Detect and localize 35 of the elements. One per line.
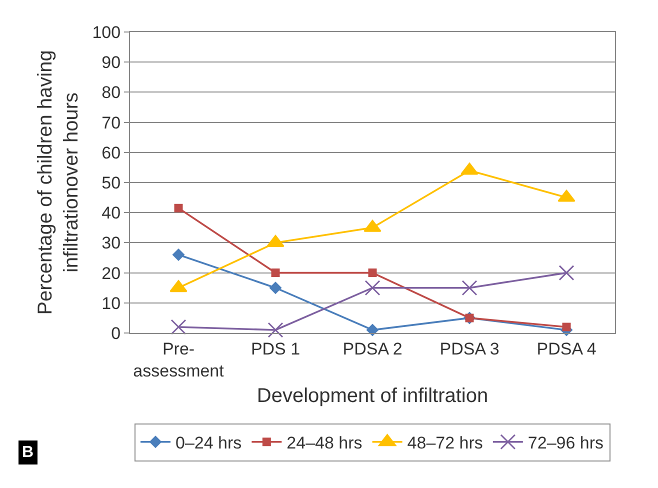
x-tick-label: PDS 1 bbox=[250, 339, 300, 358]
y-tick-label: 10 bbox=[102, 294, 121, 313]
legend-label: 48–72 hrs bbox=[407, 433, 483, 452]
x-tick-label: PDSA 3 bbox=[440, 339, 500, 358]
x-tick-label: PDSA 4 bbox=[536, 339, 596, 358]
point bbox=[270, 282, 282, 294]
x-tick-label: Pre-assessment bbox=[133, 339, 224, 380]
point bbox=[562, 322, 571, 332]
y-tick-label: 20 bbox=[102, 264, 121, 283]
y-tick-label: 40 bbox=[102, 204, 121, 223]
y-tick-label: 50 bbox=[102, 173, 121, 192]
legend-label: 24–48 hrs bbox=[286, 433, 362, 452]
y-tick-label: 70 bbox=[102, 113, 121, 132]
point bbox=[174, 204, 183, 212]
point bbox=[172, 248, 184, 261]
y-axis-title: Percentage of children having infiltrationover hours bbox=[34, 50, 83, 315]
point bbox=[368, 268, 377, 278]
point bbox=[271, 268, 280, 278]
text: B bbox=[22, 444, 34, 461]
point bbox=[462, 280, 478, 296]
point bbox=[364, 280, 380, 296]
y-tick-label: 0 bbox=[111, 324, 121, 343]
legend-label: 72–96 hrs bbox=[528, 433, 604, 452]
point bbox=[170, 319, 186, 335]
y-tick-label: 90 bbox=[102, 53, 121, 72]
y-tick-label: 60 bbox=[102, 143, 121, 162]
x-tick-label: PDSA 2 bbox=[342, 339, 402, 358]
y-tick-label: 30 bbox=[102, 234, 121, 253]
x-axis-title: Development of infiltration bbox=[256, 385, 488, 407]
y-tick-label: 100 bbox=[92, 22, 121, 42]
point bbox=[366, 324, 378, 336]
y-tick-label: 80 bbox=[102, 83, 121, 102]
point bbox=[558, 265, 574, 281]
point bbox=[268, 322, 284, 338]
legend-label: 0–24 hrs bbox=[176, 433, 242, 452]
